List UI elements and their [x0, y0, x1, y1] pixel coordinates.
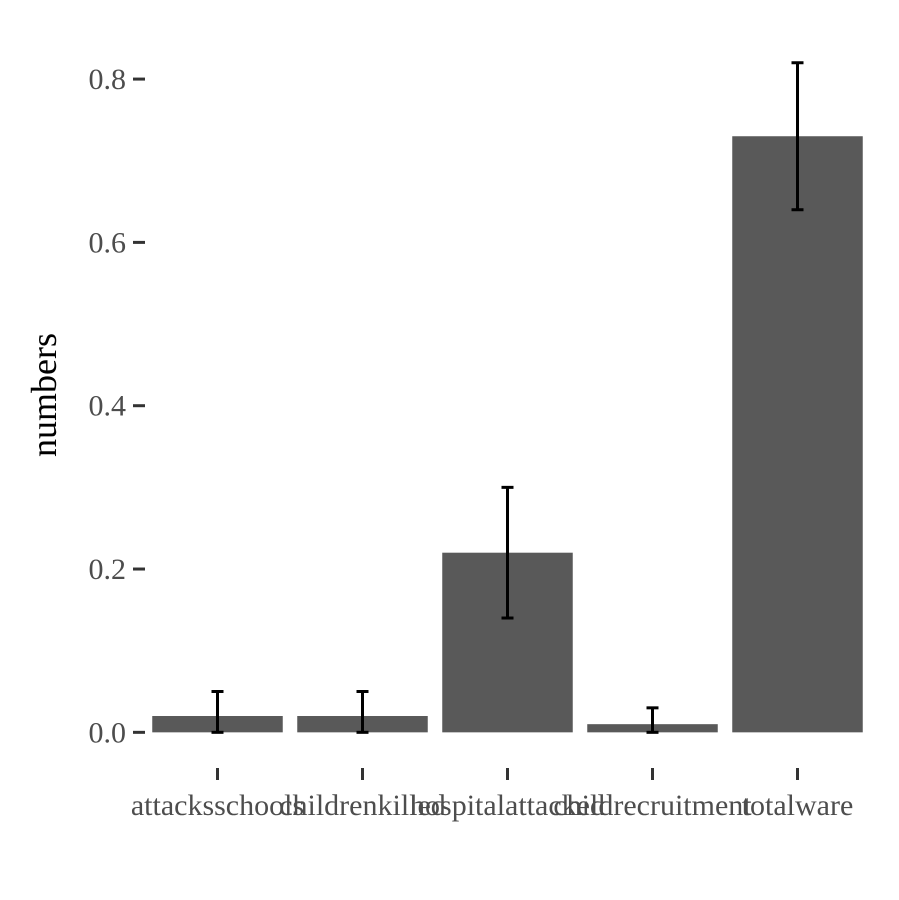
y-tick-label: 0.8 — [89, 63, 127, 96]
y-tick-label: 0.2 — [89, 553, 127, 586]
bar — [732, 136, 863, 733]
y-tick-label: 0.6 — [89, 226, 127, 259]
y-tick-label: 0.4 — [89, 390, 127, 423]
y-tick-label: 0.0 — [89, 716, 127, 749]
x-tick-label: totalware — [742, 789, 854, 822]
x-tick-label: attacksschools — [131, 789, 304, 822]
x-tick-label: childrecruitment — [553, 789, 752, 822]
x-tick-label: hospitalattacked — [410, 789, 605, 822]
y-axis: 0.0 0.2 0.4 0.6 0.8 — [89, 63, 145, 749]
x-axis: attacksschoolschildrenkilledhospitalatta… — [131, 768, 853, 822]
error-bars — [211, 61, 804, 734]
x-tick-label: childrenkilled — [279, 789, 446, 822]
y-axis-title: numbers — [24, 333, 64, 457]
bars — [152, 136, 863, 733]
